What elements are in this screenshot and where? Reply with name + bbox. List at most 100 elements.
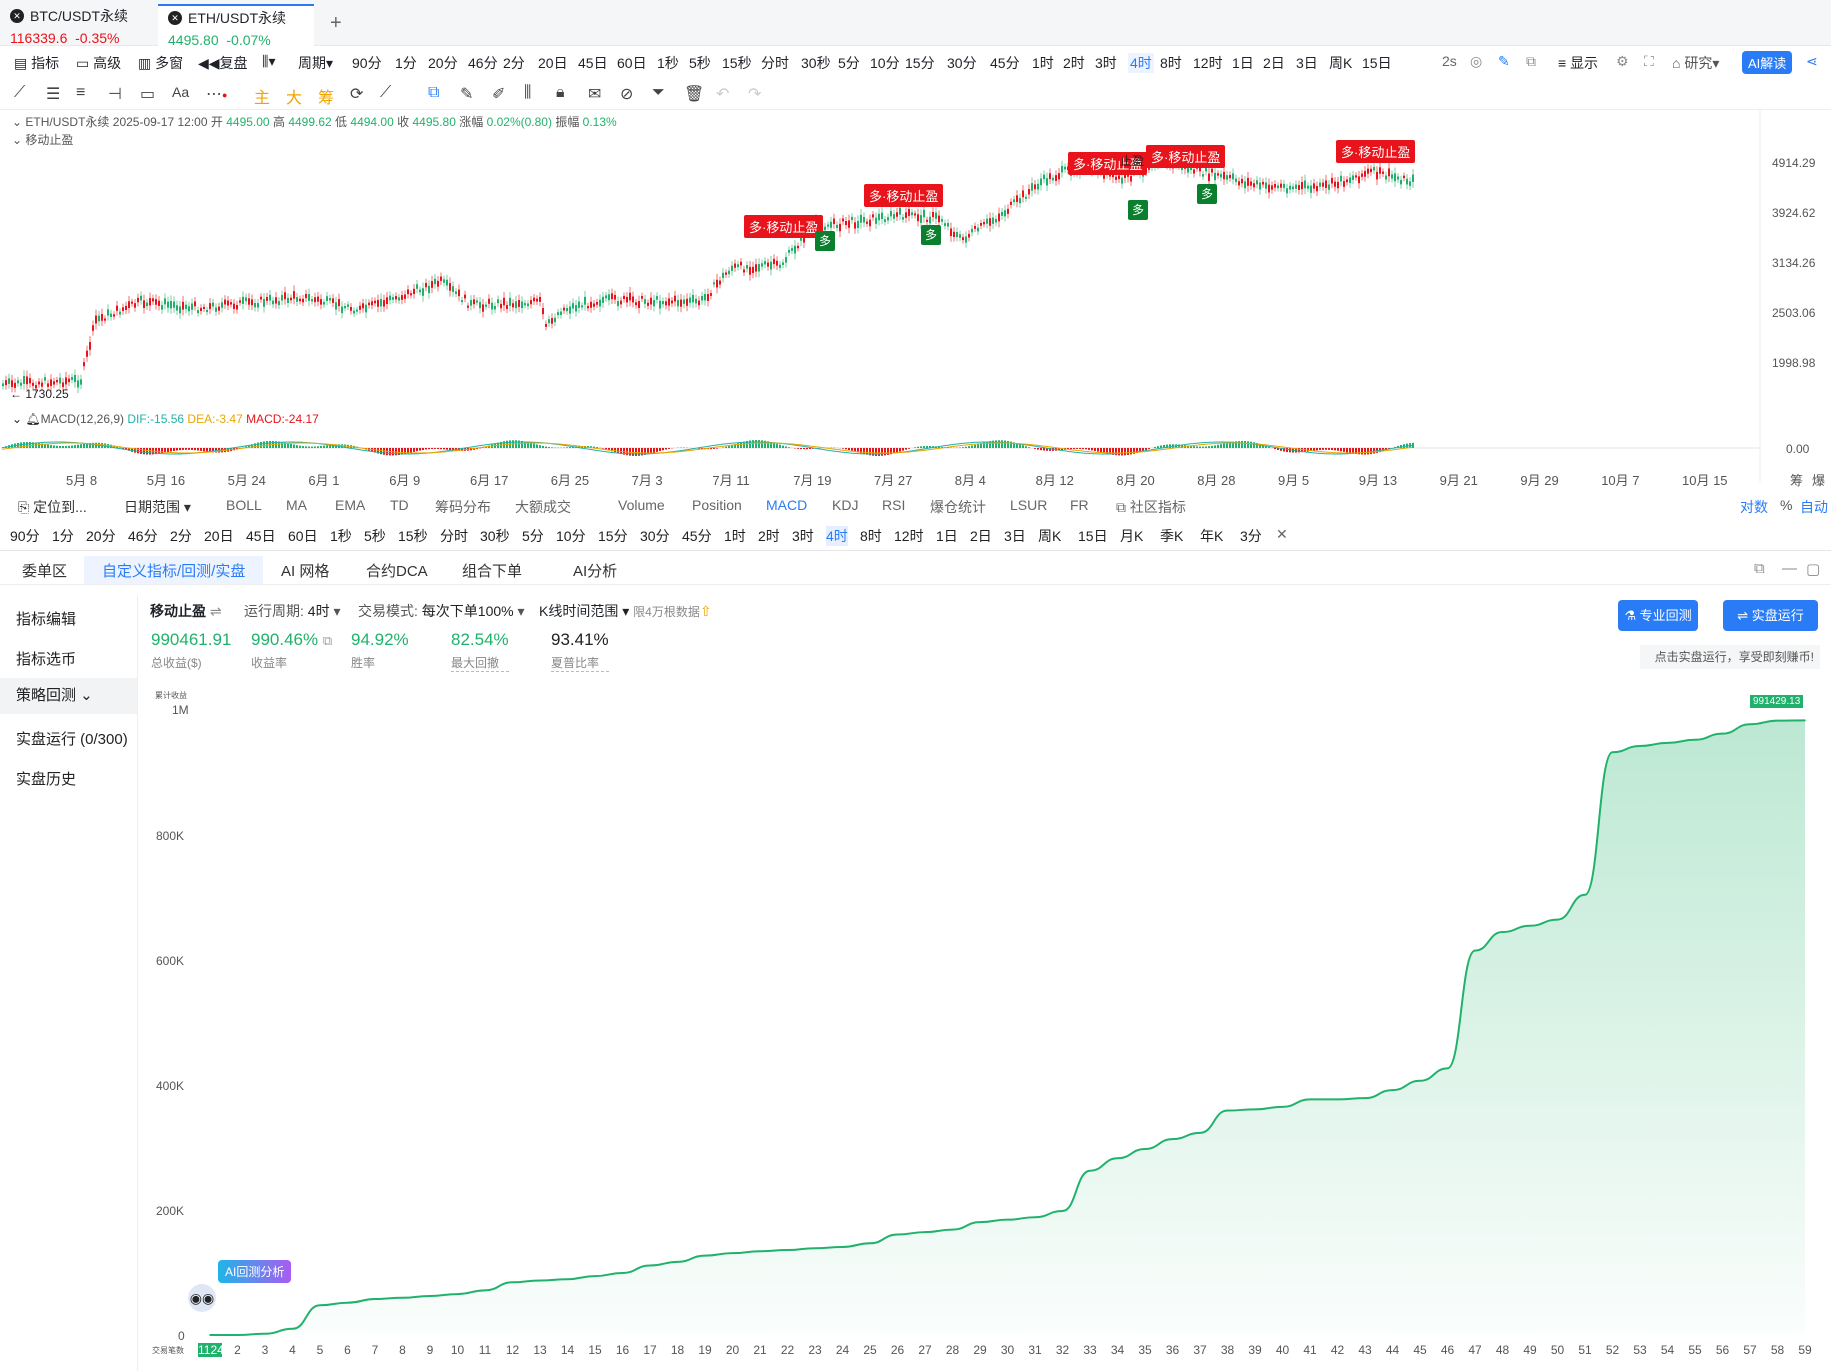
period-1[interactable]: 1分 xyxy=(395,55,417,71)
sidebar-item-edit[interactable]: 指标编辑 xyxy=(16,611,77,628)
replay-button[interactable]: ◀◀复盘 xyxy=(198,55,248,71)
periodbar-5[interactable]: 20日 xyxy=(204,528,234,544)
period-22[interactable]: 8时 xyxy=(1160,55,1182,71)
period-6[interactable]: 45日 xyxy=(578,55,608,71)
period-16[interactable]: 30分 xyxy=(947,55,977,71)
periodbar-13[interactable]: 5分 xyxy=(522,528,544,544)
periodbar-19[interactable]: 2时 xyxy=(758,528,780,544)
period-17[interactable]: 45分 xyxy=(990,55,1020,71)
price-chart[interactable] xyxy=(0,110,1831,482)
collapse-icon[interactable]: ⌄ xyxy=(12,115,23,129)
period-4[interactable]: 2分 xyxy=(503,55,525,71)
popout-icon[interactable]: ⧉ xyxy=(1754,560,1765,577)
periodbar-32[interactable]: 3分 xyxy=(1240,528,1262,544)
window-icon[interactable]: ⧉ xyxy=(1526,53,1536,69)
close-icon[interactable]: ✕ xyxy=(10,9,24,23)
ind-bigtrade[interactable]: 大额成交 xyxy=(515,499,571,515)
line-tool-icon[interactable]: ⟋ xyxy=(14,84,26,101)
magnet-icon[interactable]: ⊘ xyxy=(620,86,634,103)
period-14[interactable]: 10分 xyxy=(870,55,900,71)
ind-ma[interactable]: MA xyxy=(286,497,307,513)
periodbar-17[interactable]: 45分 xyxy=(682,528,712,544)
buy-signal-label[interactable]: 多 xyxy=(1128,200,1148,220)
kline-range-dropdown[interactable]: K线时间范围 ▾ 限4万根数据⇧ xyxy=(539,603,712,619)
periodbar-26[interactable]: 3日 xyxy=(1004,528,1026,544)
share-icon[interactable]: ⋖ xyxy=(1806,53,1818,69)
periodbar-2[interactable]: 20分 xyxy=(86,528,116,544)
sub-fr[interactable]: FR xyxy=(1070,497,1089,513)
text-tool-icon[interactable]: Aa xyxy=(172,84,190,100)
sell-signal-label[interactable]: 多·移动止盈 xyxy=(744,215,824,238)
sell-signal-label[interactable]: 多·移动止盈 xyxy=(864,184,944,207)
sidebar-item-screener[interactable]: 指标选币 xyxy=(16,651,77,668)
period-9[interactable]: 5秒 xyxy=(689,55,711,71)
run-period-dropdown[interactable]: 运行周期: 4时 ▾ xyxy=(244,603,341,619)
periodbar-20[interactable]: 3时 xyxy=(792,528,814,544)
period-27[interactable]: 周K xyxy=(1329,55,1353,71)
parallel-tool-icon[interactable]: ☰ xyxy=(46,86,61,103)
period-2[interactable]: 20分 xyxy=(428,55,458,71)
sell-signal-label[interactable]: 多·移动止盈 xyxy=(1068,152,1148,175)
candle-icon[interactable]: ⫼ xyxy=(524,84,532,101)
tab-ai-grid[interactable]: AI 网格 xyxy=(281,563,330,580)
buy-signal-label[interactable]: 多 xyxy=(921,225,941,245)
periodbar-3[interactable]: 46分 xyxy=(128,528,158,544)
period-3[interactable]: 46分 xyxy=(468,55,498,71)
copy-icon[interactable]: ⧉ xyxy=(428,84,440,101)
tab-eth[interactable]: ✕ ETH/USDT永续 4495.80 -0.07% xyxy=(158,4,314,48)
sub-position[interactable]: Position xyxy=(692,497,742,513)
pen-icon[interactable]: ✎ xyxy=(460,86,474,103)
period-25[interactable]: 2日 xyxy=(1263,55,1285,71)
periodbar-9[interactable]: 5秒 xyxy=(364,528,386,544)
period-12[interactable]: 30秒 xyxy=(801,55,831,71)
periodbar-29[interactable]: 月K xyxy=(1120,528,1144,544)
periodbar-21[interactable]: 4时 xyxy=(826,526,848,546)
add-tab-icon[interactable]: + xyxy=(330,12,342,34)
tab-ai-analysis[interactable]: AI分析 xyxy=(573,563,618,580)
period-dropdown[interactable]: 周期▾ xyxy=(298,55,334,71)
close-icon[interactable]: ✕ xyxy=(168,11,182,25)
chips-axis-button[interactable]: 筹 xyxy=(1790,473,1804,488)
period-5[interactable]: 20日 xyxy=(538,55,568,71)
periodbar-11[interactable]: 分时 xyxy=(440,528,468,544)
periodbar-0[interactable]: 90分 xyxy=(10,528,40,544)
more-tools-icon[interactable]: ⋯ ● xyxy=(206,86,228,103)
indicator-button[interactable]: ▤ 指标 xyxy=(14,55,60,71)
ai-backtest-analysis-button[interactable]: AI回测分析 xyxy=(218,1260,292,1283)
periodbar-16[interactable]: 30分 xyxy=(640,528,670,544)
live-run-button[interactable]: ⇌ 实盘运行 xyxy=(1723,600,1818,631)
redo-icon[interactable]: ↷ xyxy=(748,86,762,103)
settings-icon[interactable]: ⚙ xyxy=(1616,53,1629,69)
ind-boll[interactable]: BOLL xyxy=(226,497,262,513)
locate-button[interactable]: ⎘ 定位到... xyxy=(18,499,87,515)
period-28[interactable]: 15日 xyxy=(1362,55,1392,71)
periodbar-31[interactable]: 年K xyxy=(1200,528,1224,544)
panel-divider[interactable] xyxy=(0,550,1831,551)
period-24[interactable]: 1日 xyxy=(1232,55,1254,71)
ai-interpret-button[interactable]: AI解读 xyxy=(1742,51,1793,74)
periodbar-10[interactable]: 15秒 xyxy=(398,528,428,544)
periodbar-14[interactable]: 10分 xyxy=(556,528,586,544)
research-dropdown[interactable]: ⌂ 研究▾ xyxy=(1672,55,1720,71)
buy-signal-label[interactable]: 多 xyxy=(1197,184,1217,204)
log-toggle[interactable]: 对数 xyxy=(1740,499,1768,515)
big-toggle[interactable]: 大 xyxy=(286,90,303,107)
hlines-tool-icon[interactable]: ≡ xyxy=(76,84,86,101)
periodbar-7[interactable]: 60日 xyxy=(288,528,318,544)
periodbar-12[interactable]: 30秒 xyxy=(480,528,510,544)
period-0[interactable]: 90分 xyxy=(352,55,382,71)
candle-type-icon[interactable]: ⫼▾ xyxy=(262,53,276,69)
rect-tool-icon[interactable]: ▭ xyxy=(140,86,156,103)
periodbar-18[interactable]: 1时 xyxy=(724,528,746,544)
periodbar-22[interactable]: 8时 xyxy=(860,528,882,544)
sub-kdj[interactable]: KDJ xyxy=(832,497,859,513)
camera-icon[interactable]: ◎ xyxy=(1470,53,1483,69)
periodbar-30[interactable]: 季K xyxy=(1160,528,1184,544)
period-21[interactable]: 4时 xyxy=(1128,53,1154,73)
sell-signal-label[interactable]: 多·移动止盈 xyxy=(1146,145,1226,168)
pencil-icon[interactable]: ✎ xyxy=(1498,53,1510,69)
sub-community[interactable]: ⧉ 社区指标 xyxy=(1116,499,1186,515)
tab-orders[interactable]: 委单区 xyxy=(22,563,68,580)
sidebar-item-history[interactable]: 实盘历史 xyxy=(16,771,77,788)
refresh-interval[interactable]: 2s xyxy=(1442,53,1457,69)
